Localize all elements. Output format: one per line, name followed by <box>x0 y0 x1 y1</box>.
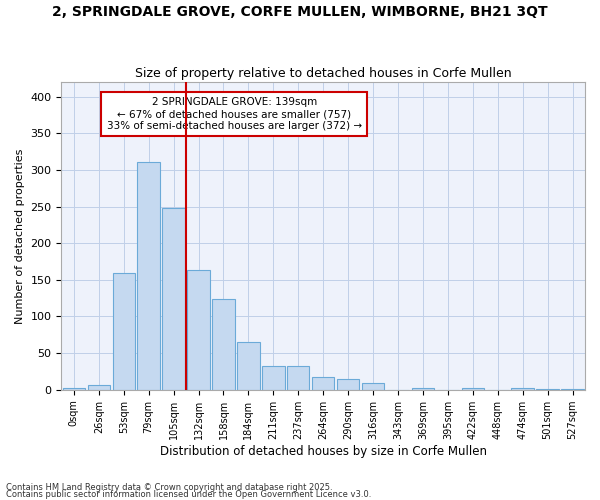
Bar <box>212 299 235 390</box>
Y-axis label: Number of detached properties: Number of detached properties <box>15 148 25 324</box>
Text: Contains HM Land Registry data © Crown copyright and database right 2025.: Contains HM Land Registry data © Crown c… <box>6 484 332 492</box>
Bar <box>362 383 384 390</box>
Bar <box>237 342 260 390</box>
Bar <box>163 208 185 390</box>
Text: Contains public sector information licensed under the Open Government Licence v3: Contains public sector information licen… <box>6 490 371 499</box>
Bar <box>62 388 85 390</box>
Bar <box>536 389 559 390</box>
Bar <box>287 366 310 390</box>
Bar <box>262 366 284 390</box>
Bar <box>461 388 484 390</box>
Bar <box>562 389 584 390</box>
Bar <box>337 378 359 390</box>
Bar <box>113 272 135 390</box>
Bar <box>137 162 160 390</box>
Bar <box>187 270 210 390</box>
Text: 2 SPRINGDALE GROVE: 139sqm
← 67% of detached houses are smaller (757)
33% of sem: 2 SPRINGDALE GROVE: 139sqm ← 67% of deta… <box>107 98 362 130</box>
Bar <box>511 388 534 390</box>
Bar <box>412 388 434 390</box>
Text: 2, SPRINGDALE GROVE, CORFE MULLEN, WIMBORNE, BH21 3QT: 2, SPRINGDALE GROVE, CORFE MULLEN, WIMBO… <box>52 5 548 19</box>
Bar <box>312 378 334 390</box>
Title: Size of property relative to detached houses in Corfe Mullen: Size of property relative to detached ho… <box>135 66 512 80</box>
Bar <box>88 384 110 390</box>
X-axis label: Distribution of detached houses by size in Corfe Mullen: Distribution of detached houses by size … <box>160 444 487 458</box>
